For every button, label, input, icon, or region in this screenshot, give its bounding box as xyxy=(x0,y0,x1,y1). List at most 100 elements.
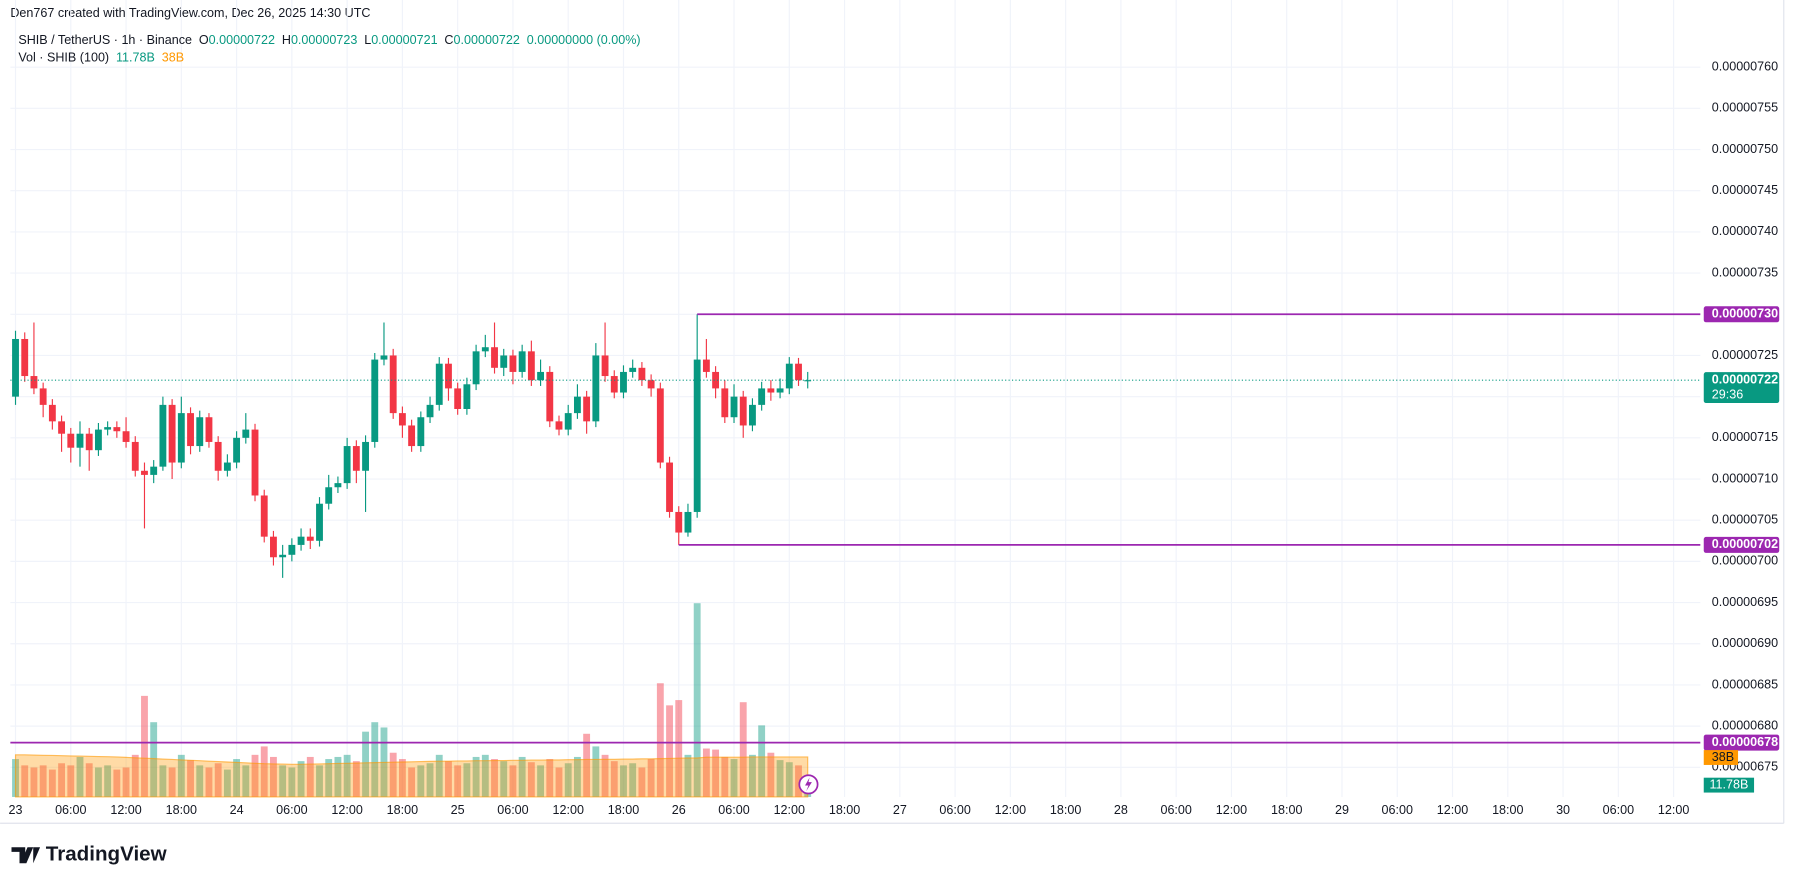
x-tick-label: 06:00 xyxy=(1382,803,1413,817)
volume-bar xyxy=(141,695,148,797)
volume-bar xyxy=(76,756,84,797)
volume-bar xyxy=(389,752,397,797)
candle-body xyxy=(804,380,812,382)
candle-body xyxy=(380,355,388,360)
volume-bar xyxy=(58,763,66,797)
volume-bar xyxy=(297,761,305,797)
candle-body xyxy=(408,425,416,447)
volume-bar xyxy=(472,756,480,797)
x-tick-label: 12:00 xyxy=(1658,803,1689,817)
candle-body xyxy=(592,355,600,422)
candle-body xyxy=(445,363,452,389)
volume-bar xyxy=(177,754,185,797)
candle-body xyxy=(30,376,38,389)
volume-bar xyxy=(316,765,323,797)
x-tick-label: 06:00 xyxy=(718,803,749,817)
candle-body xyxy=(48,404,56,422)
volume-bar xyxy=(610,761,618,797)
candle-body xyxy=(564,413,572,430)
candle-body xyxy=(187,413,194,447)
x-tick-label: 18:00 xyxy=(1492,803,1523,817)
candle-body xyxy=(509,355,517,372)
volume-bar xyxy=(500,761,508,797)
volume-bar xyxy=(113,769,121,797)
legend: SHIB / TetherUS · 1h · Binance O0.0000072… xyxy=(18,33,640,47)
candle-body xyxy=(795,363,802,381)
volume-bar xyxy=(758,725,766,797)
candle-body xyxy=(785,363,793,389)
volume-bar xyxy=(702,748,710,797)
candle-body xyxy=(620,371,627,393)
volume-bar xyxy=(712,749,720,797)
x-tick-label: 06:00 xyxy=(1603,803,1634,817)
x-tick-label: 12:00 xyxy=(552,803,583,817)
y-tick-label: 0.00000725 xyxy=(1712,348,1778,362)
candle-body xyxy=(693,359,701,512)
x-tick-label: 24 xyxy=(230,803,244,817)
y-tick-label: 0.00000755 xyxy=(1712,101,1778,115)
candle-body xyxy=(417,417,425,447)
ohlc-key: O xyxy=(199,33,209,47)
candle-body xyxy=(776,388,784,393)
candle-body xyxy=(537,371,545,381)
y-tick-label: 0.00000740 xyxy=(1712,224,1778,238)
volume-bar xyxy=(445,761,452,797)
x-tick-label: 23 xyxy=(9,803,23,817)
candle-body xyxy=(168,404,176,463)
candle-body xyxy=(601,355,609,377)
volume-bar xyxy=(491,759,498,797)
volume-bar xyxy=(620,765,627,797)
candle-body xyxy=(546,371,554,422)
candle-body xyxy=(113,427,121,432)
volume-bar xyxy=(730,759,738,797)
volume-bar xyxy=(270,756,277,797)
volume-bar xyxy=(601,754,609,797)
candle-body xyxy=(362,441,369,471)
logo: TradingView xyxy=(46,843,168,866)
candle-body xyxy=(730,396,738,418)
candle-body xyxy=(518,351,526,372)
level-label: 0.00000678 xyxy=(1712,735,1778,749)
candle-body xyxy=(739,396,747,426)
x-tick-label: 12:00 xyxy=(995,803,1026,817)
x-tick-label: 28 xyxy=(1114,803,1128,817)
change: 0.00000000 (0.00%) xyxy=(527,33,641,47)
volume-bar xyxy=(795,765,802,797)
candle-body xyxy=(131,441,139,471)
x-tick-label: 06:00 xyxy=(55,803,86,817)
volume-bar xyxy=(426,763,434,797)
y-tick-label: 0.00000750 xyxy=(1712,142,1778,156)
alert-bolt xyxy=(805,777,812,792)
volume-bar xyxy=(638,767,646,797)
y-tick-label: 0.00000680 xyxy=(1712,718,1778,732)
candle-body xyxy=(767,388,775,393)
logo-icon xyxy=(11,847,41,864)
x-tick-label: 06:00 xyxy=(939,803,970,817)
level-box xyxy=(1703,734,1780,751)
volume-bar xyxy=(362,731,369,797)
candle-body xyxy=(573,396,581,414)
candle-body xyxy=(749,404,756,426)
ohlc-key: C xyxy=(444,33,453,47)
volume-bar xyxy=(527,762,535,797)
volume-title: Vol · SHIB (100) xyxy=(18,51,109,65)
volume-bar xyxy=(205,767,213,797)
candle-body xyxy=(398,413,406,426)
x-tick-label: 06:00 xyxy=(497,803,528,817)
y-tick-label: 0.00000715 xyxy=(1712,430,1778,444)
volume-bar xyxy=(463,763,471,797)
x-tick-label: 27 xyxy=(893,803,907,817)
candle-body xyxy=(491,347,498,368)
volume-bar xyxy=(776,760,784,797)
y-tick-label: 0.00000735 xyxy=(1712,265,1778,279)
volume-bar xyxy=(767,752,775,797)
volume-bar xyxy=(39,765,47,797)
candle-body xyxy=(629,367,637,372)
volume-bar xyxy=(647,759,655,797)
volume-bar xyxy=(306,756,314,797)
x-tick-label: 12:00 xyxy=(1216,803,1247,817)
candle-body xyxy=(76,433,84,448)
volume-ma-axis-label: 38B xyxy=(1712,750,1734,764)
volume-bar xyxy=(150,722,158,797)
symbol: SHIB / TetherUS · 1h · Binance xyxy=(18,33,192,47)
